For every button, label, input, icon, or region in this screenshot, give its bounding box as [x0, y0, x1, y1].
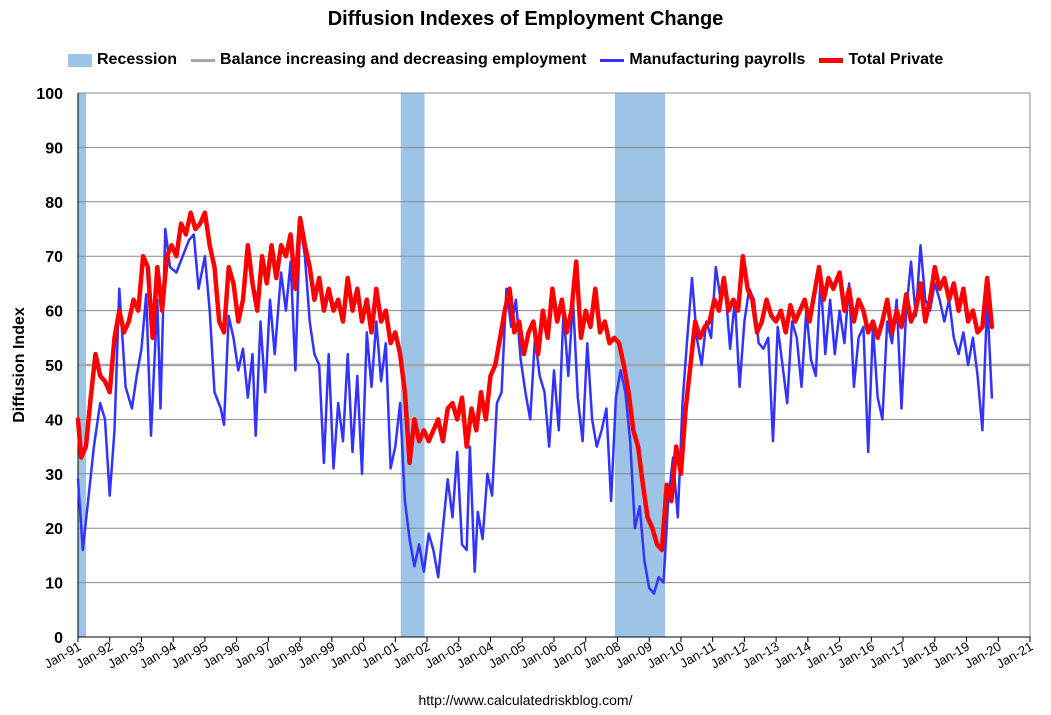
source-url: http://www.calculatedriskblog.com/: [418, 692, 633, 708]
legend-swatch-balance: [191, 58, 216, 62]
legend-label-manufacturing: Manufacturing payrolls: [629, 51, 806, 68]
legend-swatch-manufacturing: [600, 58, 625, 62]
legend-item-manufacturing: Manufacturing payrolls: [600, 51, 805, 69]
legend-label-total-private: Total Private: [848, 51, 944, 68]
legend-item-total-private: Total Private: [819, 51, 943, 69]
series-line-total-private: [75, 210, 995, 553]
series-line-manufacturing-payrolls: [76, 222, 994, 595]
legend-swatch-total-private: [819, 57, 844, 63]
y-tick-label-80: 80: [45, 195, 63, 212]
y-tick-label-90: 90: [45, 140, 63, 157]
legend-label-balance: Balance increasing and decreasing employ…: [220, 51, 587, 68]
y-tick-label-10: 10: [45, 576, 63, 593]
y-axis-title: Diffusion Index: [11, 307, 28, 423]
x-tick-label-Jan-10: Jan-10: [645, 639, 687, 672]
x-tick-label-Jan-21: Jan-21: [994, 639, 1036, 672]
y-tick-label-20: 20: [45, 521, 63, 538]
legend-item-balance: Balance increasing and decreasing employ…: [191, 51, 586, 69]
legend-item-recession: Recession: [68, 51, 177, 69]
y-tick-label-50: 50: [45, 358, 63, 375]
y-tick-label-70: 70: [45, 249, 63, 266]
y-tick-label-40: 40: [45, 412, 63, 429]
chart-title: Diffusion Indexes of Employment Change: [327, 8, 724, 30]
y-tick-label-60: 60: [45, 304, 63, 321]
legend-label-recession: Recession: [97, 51, 178, 68]
legend-swatch-recession: [68, 53, 92, 67]
y-tick-label-0: 0: [54, 630, 63, 647]
chart-plot: 0102030405060708090100Jan-91Jan-92Jan-93…: [11, 86, 1036, 672]
y-tick-label-30: 30: [45, 467, 63, 484]
legend: Recession Balance increasing and decreas…: [68, 50, 957, 70]
y-tick-label-100: 100: [36, 86, 63, 103]
